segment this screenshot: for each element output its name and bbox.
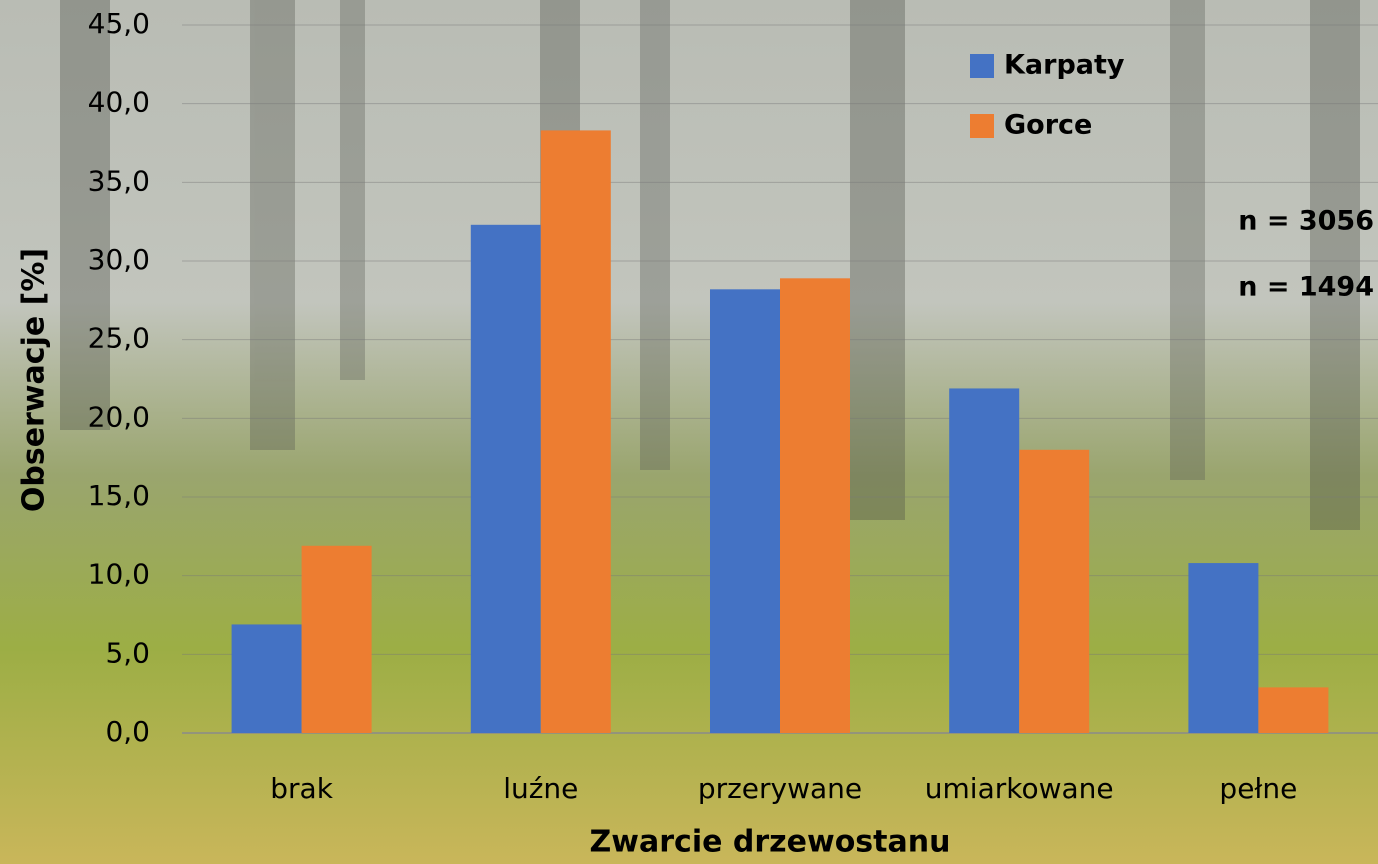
bar <box>1019 449 1090 733</box>
x-tick-label: brak <box>270 772 333 805</box>
x-tick-label: luźne <box>503 772 578 805</box>
bar <box>1258 687 1329 733</box>
bar <box>780 278 850 733</box>
bar <box>301 545 372 733</box>
y-tick-label: 0,0 <box>105 715 150 748</box>
legend-label: Gorce <box>1004 110 1092 141</box>
y-tick-label: 30,0 <box>88 243 150 276</box>
y-tick-label: 10,0 <box>88 558 150 591</box>
bar <box>470 224 541 733</box>
bar <box>949 388 1020 733</box>
legend-swatch <box>970 54 994 78</box>
y-axis-title: Obserwacje [%] <box>17 248 52 512</box>
y-tick-label: 35,0 <box>88 164 150 197</box>
y-tick-label: 5,0 <box>105 636 150 669</box>
bar <box>1188 563 1259 733</box>
legend-label: Karpaty <box>1004 50 1125 81</box>
annotation: n = 3056 <box>1238 206 1374 237</box>
y-tick-label: 20,0 <box>88 400 150 433</box>
bar <box>231 624 302 733</box>
bar <box>540 130 611 733</box>
x-tick-label: umiarkowane <box>925 772 1114 805</box>
x-tick-label: pełne <box>1219 772 1297 805</box>
x-axis-title: Zwarcie drzewostanu <box>590 825 951 860</box>
y-tick-label: 25,0 <box>88 322 150 355</box>
y-tick-label: 45,0 <box>88 7 150 40</box>
annotation: n = 1494 <box>1238 272 1374 303</box>
y-tick-label: 15,0 <box>88 479 150 512</box>
bar <box>710 289 780 733</box>
y-tick-label: 40,0 <box>88 86 150 119</box>
x-tick-label: przerywane <box>698 772 862 805</box>
legend-swatch <box>970 114 994 138</box>
